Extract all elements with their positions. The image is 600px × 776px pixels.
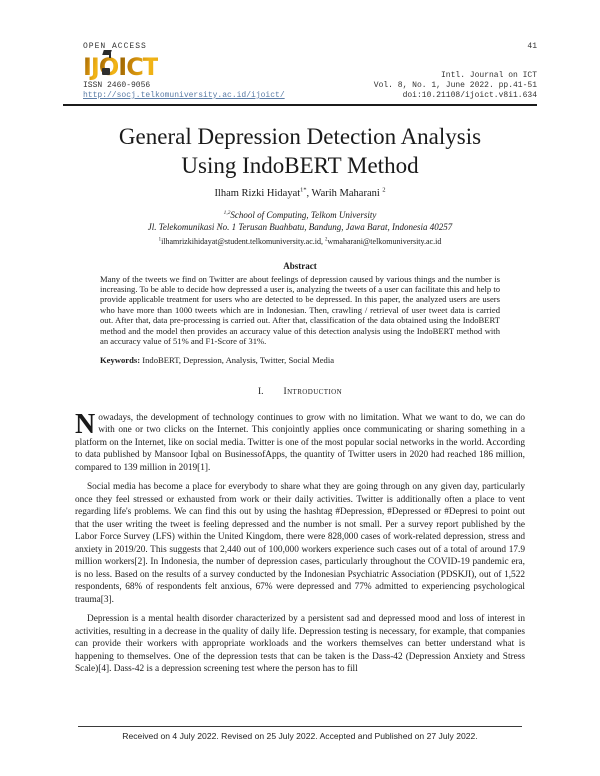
author-1-name: Ilham Rizki Hidayat (214, 188, 301, 199)
logo-text-ict: ICT (118, 53, 159, 81)
affiliation-block: 1,2School of Computing, Telkom Universit… (0, 210, 600, 248)
affiliation-address: Jl. Telekomunikasi No. 1 Terusan Buahbat… (147, 221, 453, 232)
logo-monitor-icon (101, 68, 110, 75)
logo-text-ij: IJ (83, 53, 100, 81)
author-2-name: Warih Maharani (311, 188, 383, 199)
affiliation-institution: 1,2School of Computing, Telkom Universit… (0, 210, 600, 222)
open-access-label: OPEN ACCESS (83, 42, 147, 51)
page-title: General Depression Detection Analysis Us… (60, 122, 540, 180)
author-1-superscript: 1* (300, 186, 307, 194)
section-number: I. (257, 386, 264, 397)
authors-separator: , (306, 188, 312, 199)
abstract-heading: Abstract (283, 260, 317, 271)
journal-header: OPEN ACCESS IJO ICT ISSN 2460-9056 http:/… (63, 42, 537, 101)
received-footer: Received on 4 July 2022. Revised on 25 J… (78, 726, 522, 741)
keywords-list: IndoBERT, Depression, Analysis, Twitter,… (140, 355, 335, 366)
header-divider (63, 104, 537, 106)
dropcap-letter: N (75, 408, 96, 440)
institution-name: School of Computing, Telkom University (230, 210, 377, 220)
section-heading-introduction: I. Introduction (0, 387, 600, 397)
volume-info: Vol. 8, No. 1, June 2022. pp.41-51 (373, 81, 537, 90)
journal-url-link[interactable]: http://socj.telkomuniversity.ac.id/ijoic… (83, 91, 285, 100)
title-line-1: General Depression Detection Analysis (118, 124, 482, 149)
abstract-body: Many of the tweets we find on Twitter ar… (100, 273, 500, 346)
journal-logo: IJO ICT (83, 50, 159, 81)
received-dates: Received on 4 July 2022. Revised on 25 J… (122, 731, 478, 741)
intro-paragraph-1-text: owadays, the development of technology c… (75, 412, 525, 473)
email-2: wmaharani@telkomuniversity.ac.id (327, 237, 442, 246)
header-right: 41 Intl. Journal on ICT Vol. 8, No. 1, J… (374, 42, 537, 101)
page-number: 41 (527, 42, 537, 51)
email-separator: , (320, 237, 325, 246)
journal-name: Intl. Journal on ICT (440, 71, 537, 80)
author-2-superscript: 2 (382, 186, 386, 194)
keywords-label: Keywords: (100, 355, 141, 366)
author-emails: 1ilhamrizkihidayat@student.telkomunivers… (0, 236, 600, 248)
intro-paragraph-3: Depression is a mental health disorder c… (75, 614, 525, 675)
authors-line: Ilham Rizki Hidayat1*, Warih Maharani 2 (0, 186, 600, 199)
doi-label: doi:10.21108/ijoict.v8i1.634 (402, 91, 537, 100)
keywords-line: Keywords: IndoBERT, Depression, Analysis… (100, 355, 500, 365)
issn-label: ISSN 2460-9056 (83, 81, 151, 90)
abstract-section: Abstract Many of the tweets we find on T… (100, 261, 500, 366)
journal-info: Intl. Journal on ICT Vol. 8, No. 1, June… (374, 71, 537, 101)
header-left: OPEN ACCESS IJO ICT ISSN 2460-9056 http:/… (63, 42, 285, 101)
logo-tassel-stem-icon (108, 53, 111, 58)
title-line-2: Using IndoBERT Method (181, 153, 419, 178)
section-title: Introduction (283, 386, 343, 397)
email-2-superscript: 2 (324, 237, 328, 243)
affiliation-superscript: 1,2 (223, 210, 231, 216)
intro-paragraph-2: Social media has become a place for ever… (75, 482, 525, 605)
email-1: ilhamrizkihidayat@student.telkomuniversi… (161, 237, 321, 246)
email-1-superscript: 1 (158, 237, 162, 243)
